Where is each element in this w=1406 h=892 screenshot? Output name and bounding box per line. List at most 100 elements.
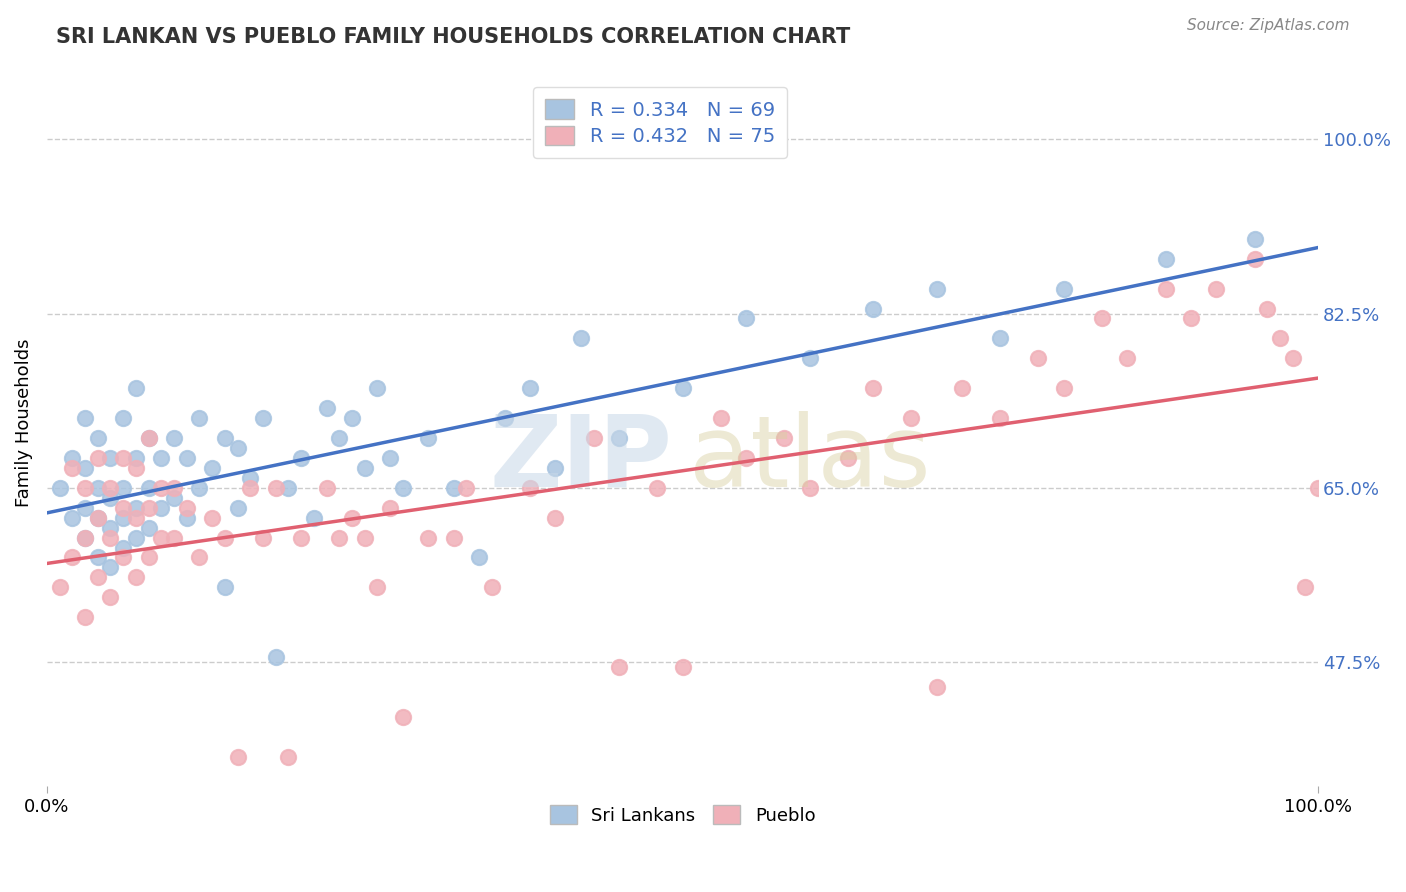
Point [569,331,592,345]
Point [176,500,198,515]
Point [87,510,110,524]
Point [1268,331,1291,345]
Point [112,541,135,555]
Point [290,531,312,545]
Point [87,431,110,445]
Point [100,520,122,534]
Point [1281,351,1303,366]
Point [100,560,122,574]
Point [214,531,236,545]
Point [125,460,148,475]
Point [163,431,186,445]
Point [418,431,440,445]
Point [100,450,122,465]
Point [138,500,160,515]
Point [264,481,287,495]
Point [73,460,96,475]
Point [138,431,160,445]
Point [1205,282,1227,296]
Point [582,431,605,445]
Point [112,510,135,524]
Y-axis label: Family Households: Family Households [15,339,32,508]
Point [112,411,135,425]
Point [353,531,375,545]
Point [799,351,821,366]
Point [150,450,173,465]
Point [1243,232,1265,246]
Point [73,481,96,495]
Point [315,481,337,495]
Point [138,481,160,495]
Point [73,610,96,624]
Point [544,460,567,475]
Point [1028,351,1050,366]
Text: Source: ZipAtlas.com: Source: ZipAtlas.com [1187,18,1350,33]
Point [226,500,249,515]
Point [443,531,465,545]
Point [735,450,758,465]
Point [214,431,236,445]
Point [264,650,287,665]
Point [100,591,122,605]
Point [392,481,415,495]
Point [188,550,211,565]
Point [226,749,249,764]
Point [163,481,186,495]
Point [277,749,299,764]
Point [340,411,363,425]
Point [773,431,796,445]
Point [48,580,70,594]
Point [799,481,821,495]
Point [138,431,160,445]
Point [1154,282,1177,296]
Point [87,450,110,465]
Point [150,531,173,545]
Point [1180,311,1202,326]
Point [176,450,198,465]
Point [125,570,148,584]
Point [214,580,236,594]
Point [366,580,388,594]
Point [125,531,148,545]
Point [112,500,135,515]
Point [837,450,859,465]
Point [340,510,363,524]
Point [443,481,465,495]
Point [1091,311,1114,326]
Point [226,441,249,455]
Point [60,550,83,565]
Point [671,660,693,674]
Point [138,520,160,534]
Point [239,481,262,495]
Point [48,481,70,495]
Point [150,500,173,515]
Point [125,450,148,465]
Point [100,481,122,495]
Point [862,381,884,395]
Point [112,550,135,565]
Point [544,510,567,524]
Point [201,460,224,475]
Point [1154,252,1177,266]
Point [87,550,110,565]
Point [100,531,122,545]
Point [188,411,211,425]
Point [302,510,325,524]
Point [112,450,135,465]
Point [645,481,668,495]
Point [378,450,401,465]
Legend: Sri Lankans, Pueblo: Sri Lankans, Pueblo [538,795,827,836]
Point [710,411,733,425]
Point [60,460,83,475]
Point [73,411,96,425]
Point [73,531,96,545]
Point [150,481,173,495]
Point [328,531,350,545]
Point [468,550,491,565]
Point [125,381,148,395]
Point [277,481,299,495]
Point [201,510,224,524]
Point [138,550,160,565]
Point [1243,252,1265,266]
Point [494,411,516,425]
